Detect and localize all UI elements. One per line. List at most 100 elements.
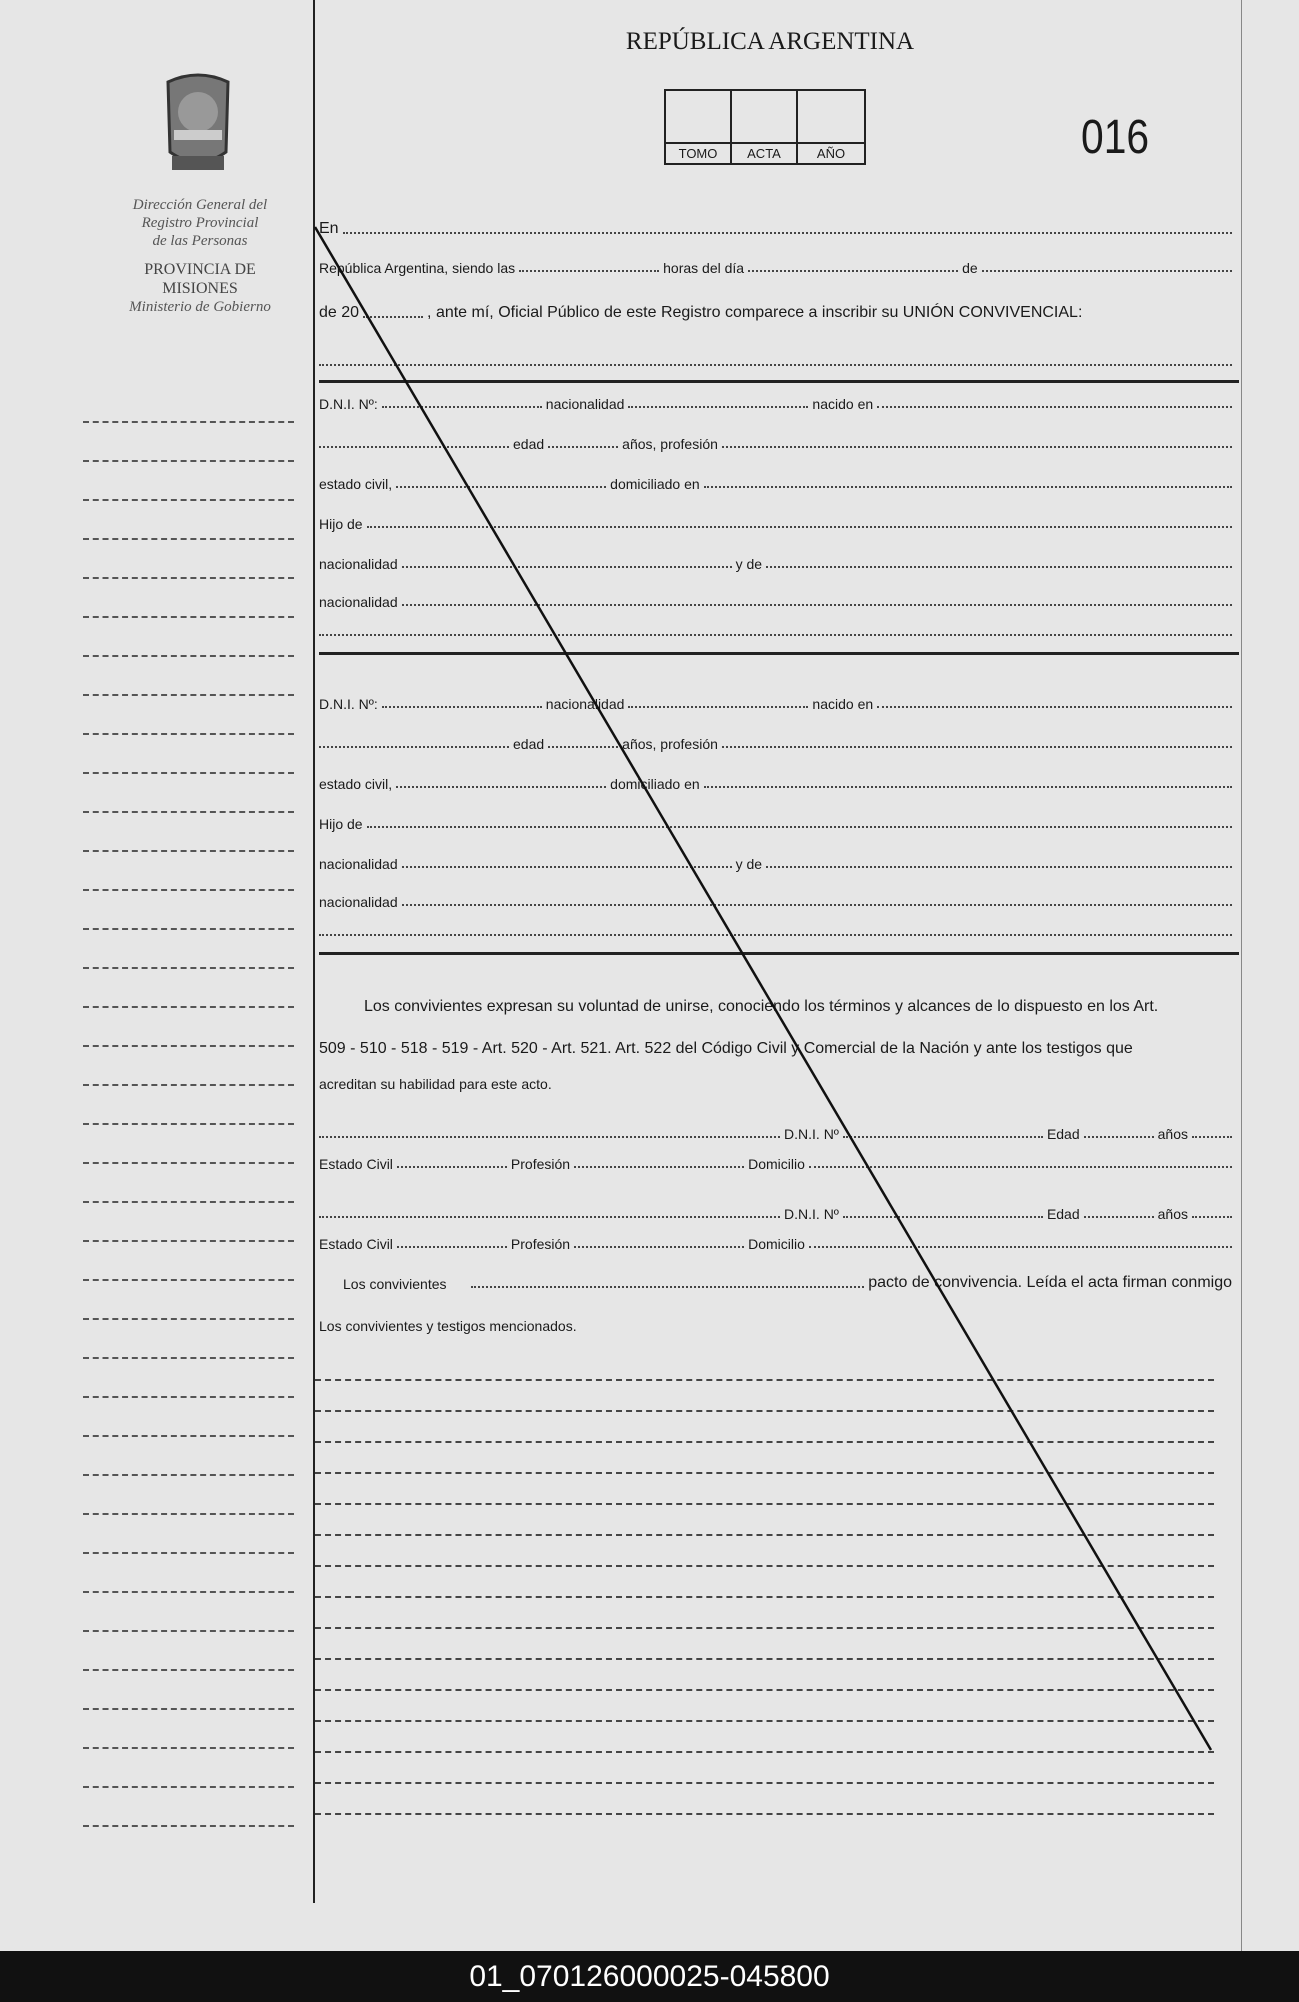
margin-note-line [83, 811, 294, 813]
margin-line [313, 0, 315, 1903]
fill-line [396, 1246, 507, 1248]
fill-line [808, 1246, 1232, 1248]
margin-note-line [83, 1513, 294, 1515]
country-title: REPÚBLICA ARGENTINA [625, 28, 915, 55]
margin-note-line [83, 1084, 294, 1086]
margin-note-line [83, 850, 294, 852]
observation-line [315, 1379, 1214, 1381]
closing-row: Los convivientes pacto de convivencia. Le… [343, 1274, 1232, 1292]
margin-note-line [83, 772, 294, 774]
field-label: Estado Civil [319, 1236, 393, 1252]
fill-line [628, 406, 809, 408]
fill-line [366, 826, 1232, 828]
fill-line [766, 866, 1232, 868]
observation-line [315, 1503, 1214, 1505]
field-label: años [1157, 1206, 1188, 1222]
margin-note-line [83, 1123, 294, 1125]
fill-line [703, 486, 1232, 488]
fill-line [396, 486, 607, 488]
field-label: Edad [1046, 1206, 1080, 1222]
field-label: nacionalidad [319, 556, 398, 572]
person-1-dni-row: D.N.I. Nº: nacionalidad nacido en [319, 396, 1232, 412]
person-2-parent2-nac-row: nacionalidad [319, 894, 1232, 910]
observation-line [315, 1751, 1214, 1753]
margin-note-line [83, 1669, 294, 1671]
field-label: Profesión [510, 1156, 571, 1172]
form-number: 016 [1081, 111, 1150, 164]
fill-line [319, 934, 1232, 936]
fill-line [381, 406, 542, 408]
ano-box: AÑO [798, 91, 864, 163]
margin-note-line [83, 1474, 294, 1476]
fill-line [842, 1136, 1043, 1138]
field-label: años [1157, 1126, 1188, 1142]
divider [319, 380, 1239, 383]
fill-line [319, 634, 1232, 636]
margin-note-line [83, 928, 294, 930]
field-label: años, profesión [622, 736, 718, 752]
observation-line [315, 1596, 1214, 1598]
declaration-line-1: Los convivientes expresan su voluntad de… [364, 998, 1159, 1015]
province-coat-of-arms-logo [166, 73, 230, 170]
field-label: Domicilio [748, 1236, 805, 1252]
field-label: nacionalidad [545, 396, 625, 412]
tomo-box: TOMO [666, 91, 732, 163]
observation-line [315, 1813, 1214, 1815]
fill-line [319, 1216, 781, 1218]
margin-note-line [83, 499, 294, 501]
declaration-line-3: acreditan su habilidad para este acto. [319, 1076, 552, 1092]
fill-line [381, 706, 542, 708]
observation-line [315, 1782, 1214, 1784]
field-label: nacido en [812, 696, 874, 712]
margin-note-line [83, 1825, 294, 1827]
person-1-edad-row: edad años, profesión [319, 436, 1232, 452]
fill-line [877, 706, 1232, 708]
margin-note-line [83, 889, 294, 891]
field-label: nacionalidad [319, 856, 398, 872]
margin-note-line [83, 538, 294, 540]
margin-note-line [83, 1630, 294, 1632]
fill-line [1192, 1216, 1232, 1218]
margin-note-line [83, 1201, 294, 1203]
observation-line [315, 1472, 1214, 1474]
margin-note-line [83, 733, 294, 735]
field-label: Hijo de [319, 516, 363, 532]
field-label: años, profesión [622, 436, 718, 452]
field-label: estado civil, [319, 476, 393, 492]
field-label: Hijo de [319, 816, 363, 832]
witness-2-estado-row: Estado Civil Profesión Domicilio [319, 1236, 1232, 1252]
fill-line [401, 866, 732, 868]
intro-year-row: de 20, ante mí, Oficial Público de este … [319, 304, 1083, 321]
margin-note-line [83, 1006, 294, 1008]
right-edge-line [1241, 0, 1242, 1951]
fill-line [842, 1216, 1043, 1218]
closing-final: Los convivientes y testigos mencionados. [319, 1318, 577, 1334]
field-label: nacionalidad [545, 696, 625, 712]
tomo-label: TOMO [666, 142, 730, 163]
divider [319, 652, 1239, 655]
document-id-footer: 01_070126000025-045800 [0, 1951, 1299, 2002]
margin-note-line [83, 1357, 294, 1359]
margin-note-line [83, 694, 294, 696]
field-label: D.N.I. Nº: [319, 396, 378, 412]
person-1-parent-nac-row: nacionalidad y de [319, 556, 1232, 572]
fill-line [766, 566, 1232, 568]
witness-1-estado-row: Estado Civil Profesión Domicilio [319, 1156, 1232, 1172]
fill-line [396, 1166, 507, 1168]
margin-note-line [83, 1708, 294, 1710]
field-label: edad [513, 736, 545, 752]
observation-line [315, 1410, 1214, 1412]
observation-line [315, 1627, 1214, 1629]
field-label: y de [735, 556, 763, 572]
margin-note-line [83, 1162, 294, 1164]
person-2-edad-row: edad años, profesión [319, 736, 1232, 752]
margin-note-line [83, 460, 294, 462]
observation-line [315, 1720, 1214, 1722]
ano-label: AÑO [798, 142, 864, 163]
fill-line [808, 1166, 1232, 1168]
fill-line [366, 526, 1232, 528]
margin-note-line [83, 1786, 294, 1788]
person-1-estado-row: estado civil, domiciliado en [319, 476, 1232, 492]
margin-note-line [83, 1747, 294, 1749]
field-label: Estado Civil [319, 1156, 393, 1172]
